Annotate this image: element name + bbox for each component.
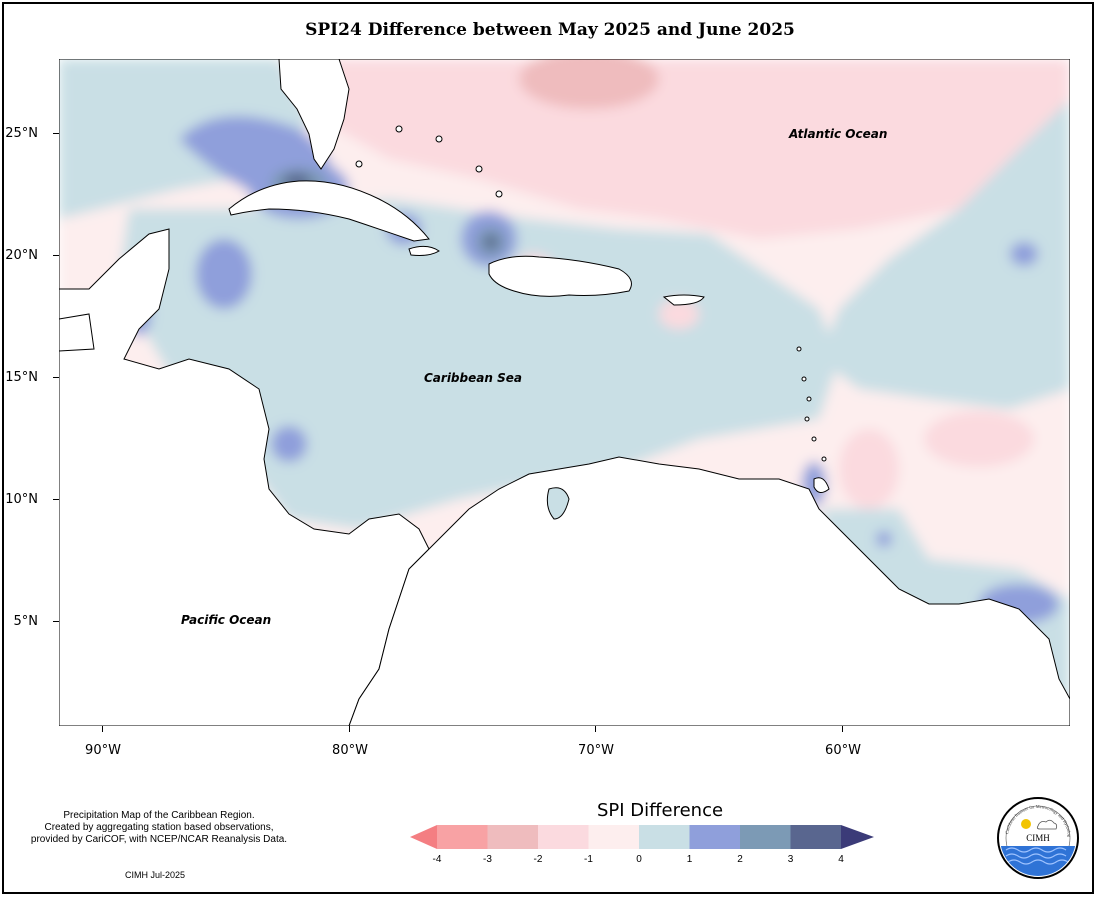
- y-label-25n: 25°N: [5, 126, 38, 141]
- cloud-icon: [1036, 819, 1058, 830]
- legend-tick-label: -1: [584, 854, 593, 865]
- legend-swatch: [437, 825, 488, 849]
- sun-icon: [1021, 819, 1031, 829]
- y-tick: [53, 499, 59, 500]
- credits-date: CIMH Jul-2025: [124, 870, 186, 880]
- spi-field: [59, 59, 1070, 726]
- y-label-20n: 20°N: [5, 248, 38, 263]
- legend-tick-label: 1: [686, 854, 693, 865]
- caribbean-sea-label: Caribbean Sea: [424, 371, 522, 385]
- x-label-90w: 90°W: [85, 743, 121, 758]
- logo-name: CIMH: [1026, 833, 1050, 843]
- x-tick: [595, 726, 596, 732]
- map-title: SPI24 Difference between May 2025 and Ju…: [305, 20, 795, 40]
- legend-title: SPI Difference: [596, 800, 724, 821]
- legend-colorbar: [410, 825, 874, 849]
- atlantic-ocean-label: Atlantic Ocean: [789, 127, 888, 141]
- x-tick: [102, 726, 103, 732]
- legend-swatch: [588, 825, 639, 849]
- legend-tick-label: -3: [483, 854, 492, 865]
- credits-line: Precipitation Map of the Caribbean Regio…: [63, 810, 255, 821]
- legend-tick-label: 3: [787, 854, 794, 865]
- y-tick: [53, 377, 59, 378]
- y-tick: [53, 133, 59, 134]
- cimh-logo: CIMH Caribbean Institute for Meteorology…: [996, 796, 1079, 879]
- legend-tick-label: 4: [838, 854, 844, 865]
- y-label-10n: 10°N: [5, 492, 38, 507]
- legend-swatch: [639, 825, 690, 849]
- legend-tick-label: 2: [737, 854, 743, 865]
- x-tick: [349, 726, 350, 732]
- y-label-5n: 5°N: [13, 614, 39, 629]
- legend-tick-label: -2: [533, 854, 543, 865]
- x-label-80w: 80°W: [332, 743, 368, 758]
- legend-swatch: [487, 825, 538, 849]
- legend-swatch: [410, 825, 437, 849]
- x-label-70w: 70°W: [578, 743, 614, 758]
- legend-swatch: [790, 825, 841, 849]
- pacific-ocean-label: Pacific Ocean: [181, 613, 272, 627]
- legend-swatch: [689, 825, 740, 849]
- legend-swatch: [538, 825, 589, 849]
- y-tick: [53, 621, 59, 622]
- credits-block: Precipitation Map of the Caribbean Regio…: [0, 810, 318, 846]
- land-masses: [59, 59, 1070, 726]
- y-tick: [53, 255, 59, 256]
- x-label-60w: 60°W: [825, 743, 861, 758]
- legend-tick-label: -4: [432, 854, 442, 865]
- y-label-15n: 15°N: [5, 370, 38, 385]
- credits-line: Created by aggregating station based obs…: [44, 822, 274, 833]
- legend-swatch: [841, 825, 874, 849]
- credits-line: provided by CariCOF, with NCEP/NCAR Rean…: [30, 834, 288, 845]
- x-tick: [842, 726, 843, 732]
- spi-map: [59, 59, 1070, 726]
- legend-tick-label: 0: [636, 854, 642, 865]
- legend-swatch: [740, 825, 791, 849]
